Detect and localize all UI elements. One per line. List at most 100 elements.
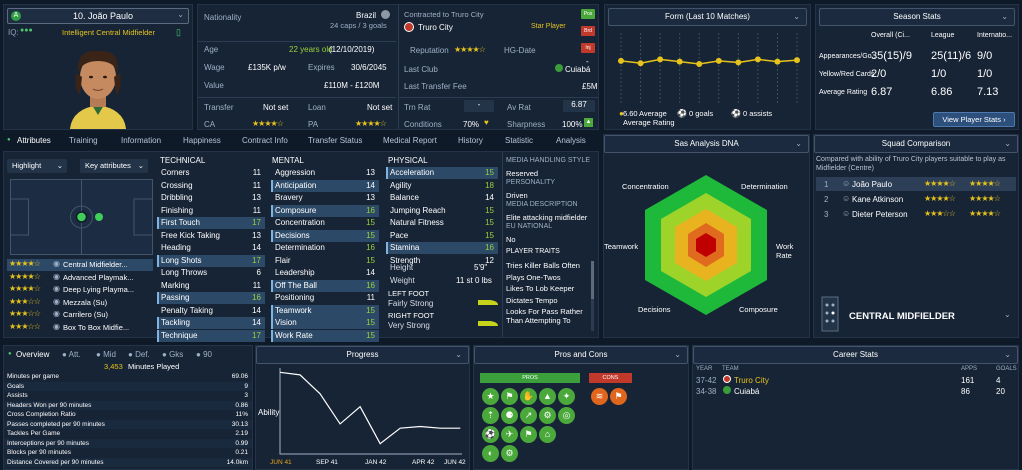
attribute-row[interactable]: Agility 18 [386,180,498,192]
pro-trait-icon[interactable]: ▲ [539,388,556,405]
attribute-row[interactable]: Passing 16 [157,292,265,304]
career-team[interactable]: Truro City [734,376,769,385]
tab-history[interactable]: History [458,136,483,145]
pro-trait-icon[interactable]: ⇡ [482,407,499,424]
attribute-row[interactable]: Off The Ball 16 [271,279,379,292]
pro-trait-icon[interactable]: ⌂ [539,426,556,443]
attribute-row[interactable]: Marking 11 [157,280,265,292]
attribute-row[interactable]: Corners 11 [157,167,265,179]
tab-statistic[interactable]: Statistic [505,136,534,145]
tab-medical-report[interactable]: Medical Report [383,136,437,145]
pro-trait-icon[interactable]: ✋ [520,388,537,405]
career-header[interactable]: Career Stats ⌄ [693,346,1018,364]
progress-header[interactable]: Progress ⌄ [256,346,469,364]
attribute-row[interactable]: Vision 15 [271,317,379,329]
pos-badge[interactable]: Pos [581,9,595,19]
pro-trait-icon[interactable]: ✈ [501,426,518,443]
overview-tab-mid[interactable]: ● Mid [96,350,116,359]
attribute-row[interactable]: Technique 17 [157,329,265,342]
squad-row[interactable]: 3 ☺ Dieter Peterson ★★★☆☆ ★★★★☆ [816,207,1016,221]
pros-cons-header[interactable]: Pros and Cons ⌄ [474,346,688,364]
attribute-row[interactable]: Teamwork 15 [271,304,379,317]
attribute-row[interactable]: Natural Fitness 15 [386,217,498,229]
attribute-row[interactable]: Long Throws 6 [157,267,265,279]
form-header[interactable]: Form (Last 10 Matches) ⌄ [608,8,807,26]
view-player-stats-button[interactable]: View Player Stats › [933,112,1015,127]
attribute-row[interactable]: Determination 16 [271,242,379,254]
attribute-row[interactable]: Work Rate 15 [271,329,379,342]
clipboard-icon[interactable]: ▯ [176,27,181,37]
pro-trait-icon[interactable]: ↗ [520,407,537,424]
pro-trait-icon[interactable]: ◎ [558,407,575,424]
overview-tab-overview[interactable]: Overview [16,350,50,359]
traits-scrollbar[interactable] [591,261,594,331]
season-header[interactable]: Season Stats ⌄ [819,8,1015,26]
pro-trait-icon[interactable]: ⚙ [539,407,556,424]
attribute-row[interactable]: Anticipation 14 [271,179,379,192]
loan-value[interactable]: Not set [367,103,393,112]
pro-trait-icon[interactable]: ◐ [482,445,499,462]
role-row[interactable]: ★★★☆☆ ◉ Mezzala (Su) [7,297,153,309]
key-attributes-dropdown[interactable]: Key attributes ⌄ [80,159,148,173]
attribute-row[interactable]: Acceleration 15 [386,167,498,179]
tab-happiness[interactable]: Happiness [183,136,221,145]
attribute-row[interactable]: Free Kick Taking 13 [157,230,265,242]
role-row[interactable]: ★★★☆☆ ◉ Carrilero (Su) [7,309,153,321]
attribute-row[interactable]: First Touch 17 [157,217,265,229]
attribute-row[interactable]: Bravery 13 [271,192,379,204]
tab-transfer-status[interactable]: Transfer Status [308,136,363,145]
pro-trait-icon[interactable]: ⚈ [501,407,518,424]
attribute-row[interactable]: Flair 15 [271,255,379,267]
role-row[interactable]: ★★★☆☆ ◉ Box To Box Midfie... [7,322,153,334]
con-trait-icon[interactable]: ⚑ [610,388,627,405]
club-name[interactable]: Truro City [418,23,453,32]
attribute-row[interactable]: Balance 14 [386,192,498,204]
attribute-row[interactable]: Finishing 11 [157,205,265,217]
con-trait-icon[interactable]: ≋ [591,388,608,405]
tab-information[interactable]: Information [121,136,162,145]
attribute-row[interactable]: Aggression 13 [271,167,379,179]
pro-trait-icon[interactable]: ★ [482,388,499,405]
attribute-row[interactable]: Decisions 15 [271,229,379,242]
attribute-row[interactable]: Composure 16 [271,204,379,217]
attribute-row[interactable]: Long Shots 17 [157,254,265,267]
dna-header[interactable]: Sas Analysis DNA ⌄ [604,135,809,153]
tab-analysis[interactable]: Analysis [556,136,586,145]
role-row[interactable]: ★★★★☆ ◉ Central Midfielder... [7,259,153,271]
attribute-row[interactable]: Dribbling 13 [157,192,265,204]
role-row[interactable]: ★★★★☆ ◉ Deep Lying Playma... [7,284,153,296]
chevron-down-icon[interactable]: ⌄ [1004,310,1011,319]
pro-trait-icon[interactable]: ✦ [558,388,575,405]
squad-row[interactable]: 1 ☺ João Paulo ★★★★☆ ★★★★☆ [816,177,1016,191]
brd-badge[interactable]: Brd [581,26,595,36]
attribute-row[interactable]: Strength 12 [386,255,498,267]
attribute-row[interactable]: Heading 14 [157,242,265,254]
attribute-row[interactable]: Positioning 11 [271,292,379,304]
pro-trait-icon[interactable]: ⚑ [520,426,537,443]
attribute-row[interactable]: Crossing 11 [157,180,265,192]
career-team[interactable]: Cuiabá [734,387,760,396]
highlight-dropdown[interactable]: Highlight ⌄ [7,159,67,173]
last-club-value[interactable]: Cuiabá [565,65,591,74]
overview-tab-gks[interactable]: ● Gks [162,350,184,359]
attribute-row[interactable]: Concentration 15 [271,217,379,229]
transfer-value[interactable]: Not set [263,103,289,112]
player-name-dropdown[interactable]: A 10. João Paulo ⌄ [7,8,189,24]
attribute-row[interactable]: Penalty Taking 14 [157,305,265,317]
attribute-row[interactable]: Jumping Reach 15 [386,205,498,217]
tab-attributes[interactable]: Attributes [17,136,51,145]
pro-trait-icon[interactable]: ⚙ [501,445,518,462]
overview-tab-90[interactable]: ● 90 [196,350,212,359]
tab-contract-info[interactable]: Contract Info [242,136,288,145]
attribute-row[interactable]: Leadership 14 [271,267,379,279]
pro-trait-icon[interactable]: ⚽ [482,426,499,443]
squad-header[interactable]: Squad Comparison ⌄ [814,135,1018,153]
pro-trait-icon[interactable]: ⚑ [501,388,518,405]
overview-tab-def[interactable]: ● Def. [128,350,150,359]
attribute-row[interactable]: Tackling 14 [157,317,265,329]
tab-training[interactable]: Training [69,136,98,145]
role-row[interactable]: ★★★★☆ ◉ Advanced Playmak... [7,272,153,284]
squad-row[interactable]: 2 ☺ Kane Atkinson ★★★★☆ ★★★★☆ [816,192,1016,206]
attribute-row[interactable]: Stamina 16 [386,242,498,254]
inj-badge[interactable]: Inj [581,43,595,53]
